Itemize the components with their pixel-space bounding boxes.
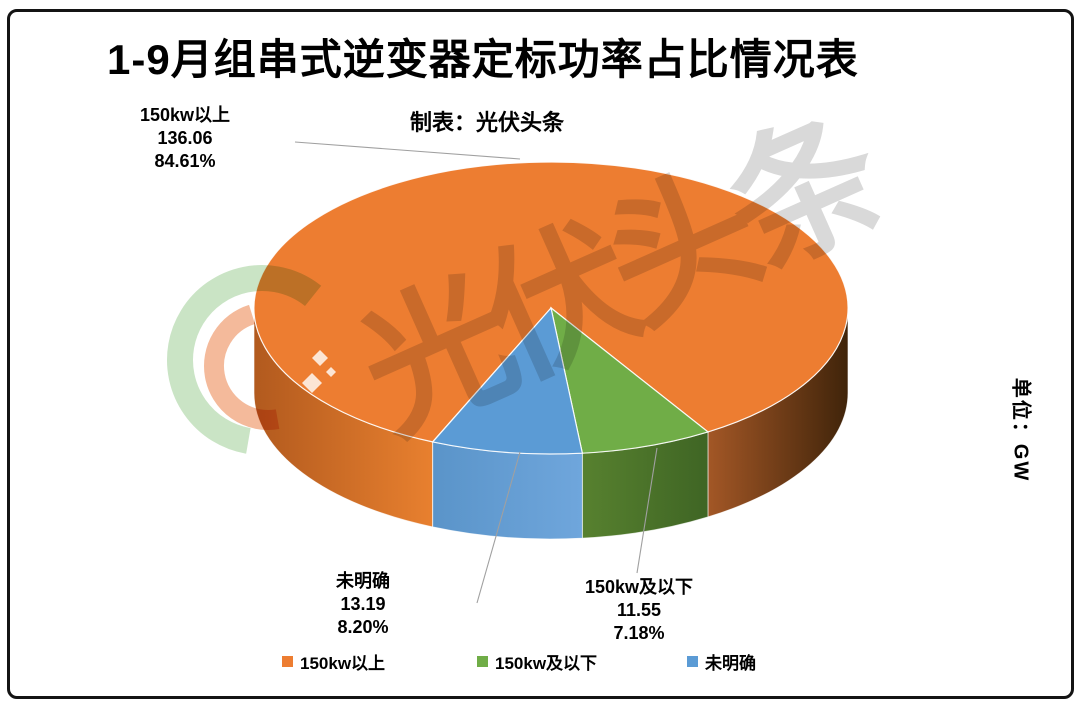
unit-label: 单位：GW	[1009, 377, 1032, 483]
slice-label-value: 11.55	[616, 600, 662, 620]
slice-label-percent: 84.61%	[154, 151, 216, 171]
slice-label-150kw-above: 150kw以上 136.06 84.61%	[140, 104, 230, 173]
page-title: 1-9月组串式逆变器定标功率占比情况表	[107, 36, 859, 83]
slice-label-name: 150kw以上	[139, 105, 231, 125]
slice-label-name: 150kw及以下	[584, 577, 694, 597]
leader-line-150kw-below	[636, 447, 658, 574]
slice-label-percent: 8.20%	[337, 617, 389, 637]
slice-label-percent: 7.18%	[613, 623, 665, 643]
slice-label-unspecified: 未明确 13.19 8.20%	[336, 570, 390, 639]
slice-label-value: 136.06	[157, 128, 213, 148]
legend-item-unspecified: 未明确	[687, 649, 756, 674]
chart-subtitle: 制表：光伏头条	[410, 110, 565, 135]
legend-label: 150kw以上	[300, 654, 386, 673]
slice-label-value: 13.19	[340, 594, 386, 614]
legend-swatch-blue	[687, 656, 698, 667]
slice-label-150kw-below: 150kw及以下 11.55 7.18%	[585, 576, 693, 645]
legend-swatch-orange	[282, 656, 293, 667]
legend-label: 未明确	[705, 654, 756, 673]
legend-item-150kw-above: 150kw以上	[282, 649, 385, 674]
legend-swatch-green	[477, 656, 488, 667]
legend-label: 150kw及以下	[495, 654, 598, 673]
leader-line-150kw-above	[294, 141, 521, 160]
leader-line-unspecified	[476, 451, 521, 604]
slice-label-name: 未明确	[336, 571, 390, 591]
legend-item-150kw-below: 150kw及以下	[477, 649, 597, 674]
